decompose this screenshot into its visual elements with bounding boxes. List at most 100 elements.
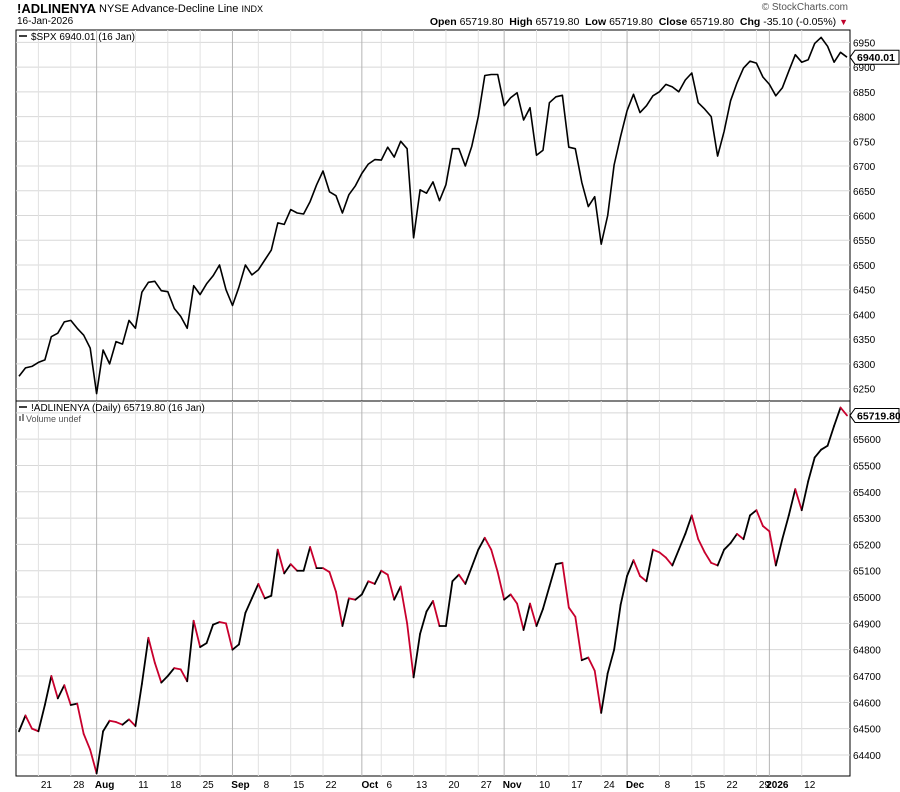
adline-series-segment (212, 621, 221, 626)
adline-series-segment (186, 619, 195, 683)
adline-series-segment (626, 559, 635, 577)
adline-series-segment (723, 542, 732, 551)
x-axis-tick-label: 18 (170, 780, 182, 791)
adline-series-segment (231, 643, 240, 651)
adline-series-segment (839, 406, 848, 417)
adline-ytick-label: 64700 (853, 672, 881, 683)
adline-series-segment (31, 727, 40, 733)
adline-ytick-label: 65200 (853, 540, 881, 551)
x-axis-tick-label: 11 (138, 780, 149, 791)
adline-series-segment (250, 582, 260, 600)
adline-series-segment (749, 509, 758, 517)
x-axis-tick-label: 24 (604, 780, 616, 791)
x-axis-tick-label: 15 (293, 780, 305, 791)
x-axis-tick-label: Dec (626, 780, 645, 791)
adline-series-segment (102, 719, 111, 733)
adline-series-segment (457, 573, 467, 585)
spx-title-text: $SPX 6940.01 (16 Jan) (31, 32, 135, 43)
adline-series-segment (406, 622, 415, 679)
adline-series-segment (542, 585, 551, 610)
adline-series-segment (774, 538, 784, 567)
adline-series-segment (639, 575, 648, 583)
adline-series-segment (593, 669, 603, 714)
x-axis-tick-label: 10 (539, 780, 551, 791)
x-axis-tick-label: 28 (73, 780, 85, 791)
adline-series-segment (328, 571, 337, 593)
adline-series-segment (283, 563, 292, 575)
open-value: 65719.80 (459, 16, 504, 28)
symbol-name: NYSE Advance-Decline Line INDX (99, 3, 263, 15)
adline-last-value-text: 65719.80 (857, 410, 900, 422)
x-axis-tick-label: 2026 (766, 780, 789, 791)
adline-series-segment (108, 719, 117, 723)
close-label: Close (658, 16, 688, 28)
x-axis-tick-label: 15 (694, 780, 706, 791)
adline-series-segment (393, 585, 402, 601)
spx-ytick-label: 6600 (853, 212, 876, 223)
adline-series-segment (496, 571, 506, 601)
adline-series-segment (794, 488, 803, 512)
adline-series-segment (490, 548, 499, 573)
exchange: INDX (241, 4, 263, 14)
x-axis-tick-label: 22 (325, 780, 337, 791)
adline-series-segment (548, 563, 557, 588)
adline-series-segment (360, 580, 370, 596)
adline-series-segment (684, 514, 693, 535)
spx-last-value-text: 6940.01 (857, 52, 895, 64)
adline-series-segment (56, 684, 66, 700)
adline-series-segment (645, 548, 654, 583)
adline-series-segment (697, 538, 706, 554)
adline-series-segment (63, 684, 72, 706)
adline-series-segment (225, 622, 234, 651)
adline-series-segment (567, 606, 577, 618)
adline-series-segment (710, 561, 719, 567)
x-axis-tick-label: 27 (481, 780, 493, 791)
x-axis-tick-label: 13 (416, 780, 428, 791)
adline-series-segment (192, 619, 202, 648)
adline-series-segment (671, 548, 680, 567)
adline-series-segment (24, 714, 33, 730)
adline-series-segment (600, 672, 609, 714)
adline-series-segment (302, 546, 311, 572)
x-axis-tick-label: 20 (448, 780, 460, 791)
chart-date: 16-Jan-2026 (17, 16, 74, 27)
adline-series-segment (322, 567, 331, 573)
adline-series-segment (82, 732, 92, 751)
adline-series-segment (419, 610, 428, 635)
spx-last-value-badge: 6940.01 (849, 49, 900, 65)
low-label: Low (585, 16, 607, 28)
spx-ytick-label: 6250 (853, 385, 876, 396)
spx-ytick-label: 6450 (853, 286, 876, 297)
adline-series-segment (587, 656, 596, 672)
adline-series-segment (89, 748, 98, 775)
adline-ytick-label: 65500 (853, 461, 881, 472)
adline-series-segment (451, 573, 460, 583)
spx-ytick-label: 6550 (853, 236, 876, 247)
adline-ytick-label: 64500 (853, 725, 881, 736)
spx-ytick-label: 6700 (853, 162, 876, 173)
adline-series-segment (153, 661, 163, 684)
x-axis-tick-label: Nov (503, 780, 522, 791)
spx-ytick-label: 6800 (853, 113, 876, 124)
volume-icon-bar (22, 414, 24, 421)
adline-series-segment (160, 675, 169, 684)
adline-series-segment (445, 580, 454, 627)
adline-series-segment (76, 702, 85, 735)
adline-series-segment (276, 548, 286, 575)
adline-panel-frame (15, 400, 851, 777)
adline-series-segment (309, 546, 318, 570)
adline-series-segment (535, 607, 544, 627)
x-axis-tick-label: 6 (386, 780, 392, 791)
spx-ytick-label: 6400 (853, 310, 876, 321)
adline-series-segment (781, 514, 790, 541)
adline-series-segment (820, 444, 829, 451)
adline-series-segment (244, 597, 253, 614)
adline-series-segment (173, 667, 182, 671)
adline-series-segment (218, 621, 227, 625)
adline-series-segment (755, 509, 764, 527)
spx-series-line (18, 36, 848, 395)
x-axis-tick-label: 17 (571, 780, 583, 791)
adline-series-segment (43, 675, 53, 706)
adline-series-segment (632, 559, 641, 577)
